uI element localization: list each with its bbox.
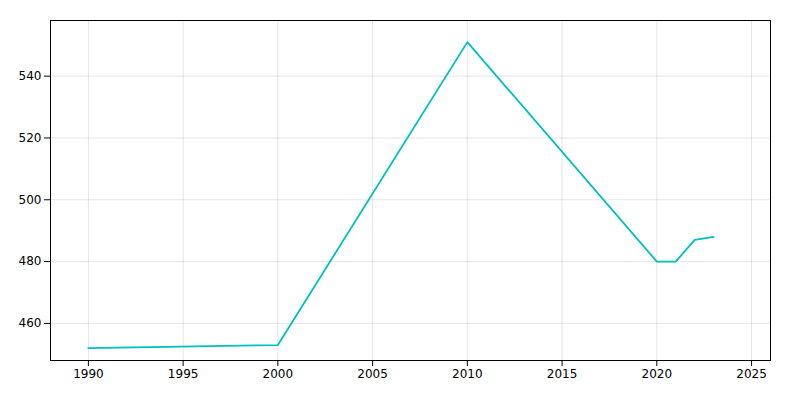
- svg-text:2005: 2005: [357, 367, 388, 381]
- svg-text:520: 520: [19, 131, 42, 145]
- svg-text:2025: 2025: [736, 367, 767, 381]
- svg-text:460: 460: [19, 316, 42, 330]
- svg-text:2010: 2010: [452, 367, 483, 381]
- svg-text:480: 480: [19, 254, 42, 268]
- svg-text:1990: 1990: [73, 367, 104, 381]
- svg-text:540: 540: [19, 69, 42, 83]
- svg-text:2020: 2020: [642, 367, 673, 381]
- svg-text:500: 500: [19, 193, 42, 207]
- svg-text:2000: 2000: [263, 367, 294, 381]
- svg-text:2015: 2015: [547, 367, 578, 381]
- svg-text:1995: 1995: [168, 367, 199, 381]
